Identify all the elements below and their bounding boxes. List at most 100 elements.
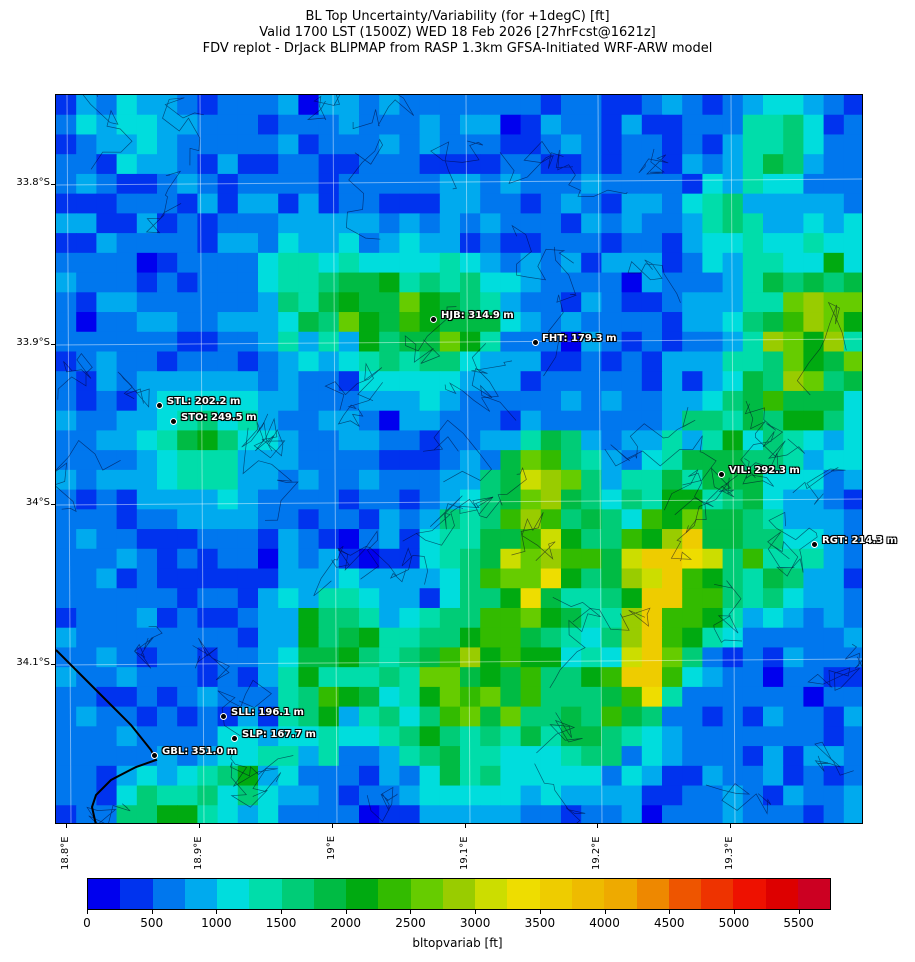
- station-marker-gbl: [151, 752, 158, 759]
- colorbar-swatch: [120, 879, 153, 909]
- lon-label-18-8: 18.8°E: [60, 836, 71, 870]
- station-label-vil: VIL: 292.3 m: [729, 465, 800, 476]
- terrain-contour: [366, 786, 398, 822]
- lat-tick: [51, 504, 55, 505]
- colorbar-swatch: [184, 879, 218, 909]
- lon-label-19-1: 19.1°E: [459, 836, 470, 870]
- lon-label-18-9: 18.9°E: [193, 836, 204, 870]
- station-marker-sto: [170, 418, 177, 425]
- terrain-contour: [242, 427, 299, 521]
- colorbar-swatch: [249, 879, 282, 909]
- terrain-contour: [389, 547, 428, 585]
- terrain-contour: [430, 140, 484, 190]
- terrain-contour: [352, 95, 415, 130]
- station-label-rgt: RGT: 214.3 m: [822, 535, 898, 546]
- terrain-contour: [742, 453, 779, 487]
- heatmap-grid: [56, 95, 862, 823]
- terrain-contour: [610, 435, 717, 486]
- colorbar-swatch: [507, 879, 540, 909]
- colorbar-swatch: [475, 879, 508, 909]
- colorbar-tick: [475, 910, 477, 914]
- longitude-gridline: [730, 95, 736, 823]
- longitude-gridline: [597, 95, 603, 823]
- terrain-contour: [331, 530, 379, 580]
- lon-tick: [332, 824, 333, 828]
- terrain-contour: [740, 403, 784, 479]
- colorbar-swatch: [571, 879, 605, 909]
- terrain-contour: [768, 511, 818, 573]
- station-label-fht: FHT: 179.3 m: [542, 333, 617, 344]
- colorbar-swatch: [410, 879, 443, 909]
- colorbar-tick-label: 2000: [330, 916, 362, 930]
- longitude-gridline: [199, 95, 205, 823]
- colorbar-tick: [539, 910, 541, 914]
- colorbar-swatch: [636, 879, 669, 909]
- terrain-contour: [241, 413, 278, 452]
- colorbar-tick: [281, 910, 283, 914]
- longitude-gridline: [465, 95, 471, 823]
- terrain-contour: [705, 783, 772, 815]
- lon-label-19-2: 19.2°E: [591, 836, 602, 870]
- terrain-contour: [511, 512, 556, 561]
- station-label-stl: STL: 202.2 m: [167, 396, 241, 407]
- terrain-contour: [324, 362, 383, 411]
- colorbar-tick: [87, 910, 88, 914]
- station-marker-stl: [156, 402, 163, 409]
- terrain-contour: [404, 306, 457, 364]
- terrain-contour: [471, 360, 517, 421]
- terrain-contour: [604, 407, 696, 467]
- terrain-contour: [549, 596, 601, 689]
- station-label-hjb: HJB: 314.9 m: [441, 310, 514, 321]
- terrain-contour: [627, 259, 681, 303]
- terrain-contour: [767, 531, 799, 577]
- station-marker-fht: [532, 339, 539, 346]
- station-label-sll: SLL: 196.1 m: [231, 707, 304, 718]
- map-area: [55, 94, 863, 824]
- terrain-contour: [416, 496, 494, 546]
- terrain-contour: [117, 371, 150, 408]
- terrain-contour: [337, 382, 383, 427]
- colorbar-tick: [345, 910, 347, 914]
- map-title-line3: FDV replot - DrJack BLIPMAP from RASP 1.…: [202, 41, 713, 56]
- colorbar-swatch: [733, 879, 766, 909]
- lat-tick: [51, 664, 55, 665]
- colorbar-swatch: [668, 879, 702, 909]
- colorbar-tick-label: 1500: [265, 916, 297, 930]
- terrain-contour: [82, 95, 133, 170]
- lon-tick: [199, 824, 200, 828]
- lon-tick: [66, 824, 67, 828]
- terrain-contour: [86, 803, 131, 823]
- terrain-contour: [313, 545, 397, 597]
- latitude-gridline: [56, 658, 862, 666]
- latitude-gridline: [56, 498, 862, 506]
- terrain-contour: [56, 439, 121, 513]
- map-title-line2: Valid 1700 LST (1500Z) WED 18 Feb 2026 […: [259, 25, 656, 40]
- station-marker-sll: [220, 713, 227, 720]
- colorbar-tick-label: 3500: [524, 916, 556, 930]
- station-label-gbl: GBL: 351.0 m: [162, 746, 238, 757]
- colorbar-tick: [151, 910, 153, 914]
- colorbar-swatch: [217, 879, 250, 909]
- colorbar-swatch: [378, 879, 411, 909]
- lon-tick: [597, 824, 598, 828]
- terrain-contour: [444, 343, 499, 412]
- terrain-contour: [192, 637, 230, 681]
- station-label-slp: SLP: 167.7 m: [242, 729, 316, 740]
- colorbar-swatch: [281, 879, 314, 909]
- lat-tick: [51, 184, 55, 185]
- colorbar-tick-label: 3000: [459, 916, 491, 930]
- longitude-gridline: [332, 95, 338, 823]
- terrain-contour: [145, 170, 182, 234]
- colorbar-tick-label: 4500: [653, 916, 685, 930]
- station-marker-vil: [718, 471, 725, 478]
- colorbar-swatch: [346, 879, 379, 909]
- colorbar-swatch: [88, 879, 121, 909]
- lat-tick: [51, 344, 55, 345]
- longitude-gridline: [66, 95, 72, 823]
- terrain-contour: [713, 580, 743, 643]
- coastline: [56, 649, 158, 823]
- lon-tick: [465, 824, 466, 828]
- lat-label-33-8: 33.8°S: [16, 177, 50, 188]
- terrain-contour: [534, 763, 586, 823]
- colorbar-swatch: [604, 879, 637, 909]
